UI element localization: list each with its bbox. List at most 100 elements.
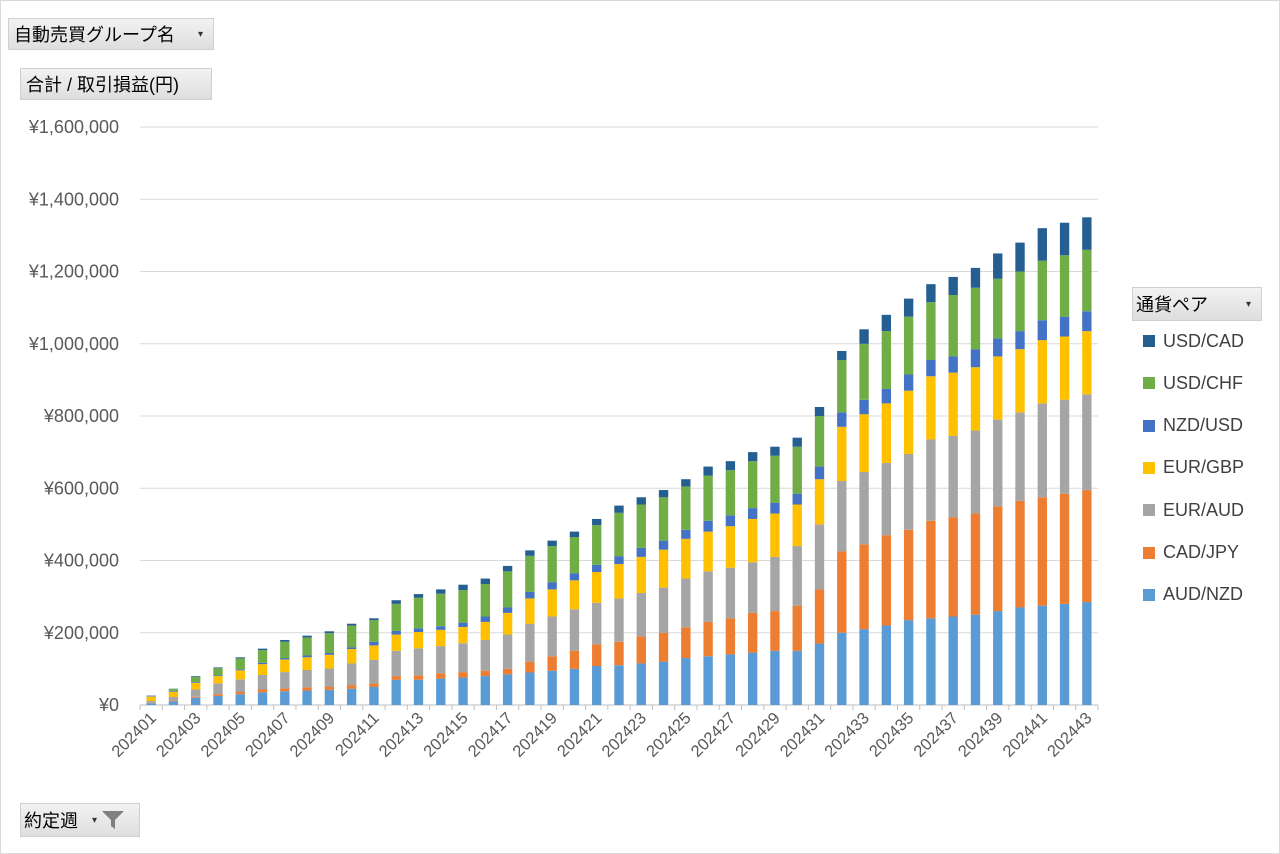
bar-segment-eur-aud[interactable] bbox=[681, 578, 691, 628]
bar-segment-usd-chf[interactable] bbox=[1037, 260, 1047, 321]
bar-segment-eur-aud[interactable] bbox=[970, 430, 981, 514]
bar-segment-nzd-usd[interactable] bbox=[213, 675, 223, 677]
bar-segment-aud-nzd[interactable] bbox=[324, 689, 335, 705]
bar-segment-eur-gbp[interactable] bbox=[525, 598, 535, 624]
bar-segment-usd-cad[interactable] bbox=[458, 584, 468, 591]
bar-segment-eur-gbp[interactable] bbox=[859, 414, 869, 472]
currency-pair-field-button[interactable]: 通貨ペア ▾ bbox=[1132, 287, 1262, 321]
bar-segment-eur-gbp[interactable] bbox=[480, 621, 491, 640]
bar-segment-usd-cad[interactable] bbox=[413, 594, 424, 598]
bar-segment-cad-jpy[interactable] bbox=[703, 621, 713, 657]
bar-segment-usd-cad[interactable] bbox=[324, 631, 335, 634]
bar-segment-aud-nzd[interactable] bbox=[903, 620, 914, 705]
bar-segment-usd-chf[interactable] bbox=[436, 593, 446, 627]
week-field-button[interactable]: 約定週 ▾ bbox=[20, 803, 140, 837]
bar-segment-cad-jpy[interactable] bbox=[1037, 497, 1047, 606]
bar-segment-eur-gbp[interactable] bbox=[770, 513, 780, 557]
bar-segment-cad-jpy[interactable] bbox=[525, 661, 535, 673]
bar-segment-cad-jpy[interactable] bbox=[592, 644, 602, 666]
bar-segment-cad-jpy[interactable] bbox=[191, 696, 201, 698]
bar-segment-usd-cad[interactable] bbox=[547, 540, 557, 547]
bar-segment-eur-aud[interactable] bbox=[168, 697, 179, 701]
bar-segment-eur-gbp[interactable] bbox=[681, 538, 691, 579]
bar-segment-nzd-usd[interactable] bbox=[926, 360, 936, 377]
bar-segment-aud-nzd[interactable] bbox=[346, 688, 357, 705]
bar-segment-eur-aud[interactable] bbox=[502, 634, 513, 669]
bar-segment-aud-nzd[interactable] bbox=[168, 701, 179, 705]
bar-segment-eur-gbp[interactable] bbox=[436, 629, 446, 647]
bar-segment-eur-gbp[interactable] bbox=[837, 426, 847, 482]
bar-segment-usd-cad[interactable] bbox=[747, 452, 758, 462]
bar-segment-cad-jpy[interactable] bbox=[168, 700, 179, 702]
bar-segment-nzd-usd[interactable] bbox=[346, 647, 357, 650]
bar-segment-aud-nzd[interactable] bbox=[280, 691, 290, 705]
bar-segment-cad-jpy[interactable] bbox=[1015, 500, 1025, 608]
bar-segment-usd-chf[interactable] bbox=[235, 658, 245, 670]
bar-segment-aud-nzd[interactable] bbox=[146, 703, 156, 705]
bar-segment-usd-cad[interactable] bbox=[658, 490, 669, 498]
bar-segment-usd-cad[interactable] bbox=[280, 639, 290, 642]
bar-segment-nzd-usd[interactable] bbox=[1037, 320, 1047, 341]
bar-segment-usd-chf[interactable] bbox=[881, 331, 892, 389]
bar-segment-usd-cad[interactable] bbox=[903, 298, 914, 317]
bar-segment-usd-cad[interactable] bbox=[346, 623, 357, 626]
bar-segment-cad-jpy[interactable] bbox=[636, 636, 646, 664]
bar-segment-usd-cad[interactable] bbox=[703, 466, 713, 476]
bar-segment-usd-cad[interactable] bbox=[302, 635, 312, 638]
bar-segment-usd-chf[interactable] bbox=[859, 343, 869, 400]
bar-segment-eur-aud[interactable] bbox=[703, 571, 713, 622]
bar-segment-eur-aud[interactable] bbox=[413, 648, 424, 676]
dropdown-arrow-icon[interactable]: ▾ bbox=[92, 814, 98, 826]
bar-segment-aud-nzd[interactable] bbox=[1059, 603, 1070, 705]
bar-segment-nzd-usd[interactable] bbox=[458, 622, 468, 627]
legend-item[interactable]: NZD/USD bbox=[1143, 415, 1243, 437]
bar-segment-usd-chf[interactable] bbox=[280, 641, 290, 659]
bar-segment-usd-cad[interactable] bbox=[814, 406, 825, 416]
bar-segment-nzd-usd[interactable] bbox=[881, 388, 892, 404]
bar-segment-eur-aud[interactable] bbox=[257, 675, 268, 690]
bar-segment-nzd-usd[interactable] bbox=[1082, 311, 1092, 332]
bar-segment-eur-aud[interactable] bbox=[592, 602, 602, 645]
bar-segment-cad-jpy[interactable] bbox=[369, 683, 379, 687]
bar-segment-eur-aud[interactable] bbox=[346, 663, 357, 686]
bar-segment-nzd-usd[interactable] bbox=[436, 626, 446, 630]
bar-segment-nzd-usd[interactable] bbox=[168, 690, 179, 692]
bar-segment-eur-aud[interactable] bbox=[458, 643, 468, 673]
value-field-button[interactable]: 合計 / 取引損益(円) bbox=[20, 68, 212, 100]
bar-segment-eur-gbp[interactable] bbox=[191, 682, 201, 690]
bar-segment-cad-jpy[interactable] bbox=[770, 611, 780, 651]
bar-segment-eur-gbp[interactable] bbox=[458, 626, 468, 644]
bar-segment-aud-nzd[interactable] bbox=[369, 686, 379, 705]
bar-segment-eur-gbp[interactable] bbox=[1015, 349, 1025, 413]
bar-segment-usd-cad[interactable] bbox=[881, 314, 892, 332]
bar-segment-eur-aud[interactable] bbox=[614, 598, 624, 642]
bar-segment-nzd-usd[interactable] bbox=[413, 628, 424, 633]
bar-segment-eur-gbp[interactable] bbox=[324, 654, 335, 669]
bar-segment-eur-gbp[interactable] bbox=[213, 676, 223, 684]
bar-segment-aud-nzd[interactable] bbox=[413, 679, 424, 705]
bar-segment-cad-jpy[interactable] bbox=[569, 650, 580, 669]
bar-segment-usd-chf[interactable] bbox=[926, 302, 936, 361]
bar-segment-usd-chf[interactable] bbox=[614, 512, 624, 557]
bar-segment-eur-gbp[interactable] bbox=[592, 572, 602, 603]
bar-segment-nzd-usd[interactable] bbox=[614, 556, 624, 565]
bar-segment-cad-jpy[interactable] bbox=[413, 675, 424, 680]
bar-segment-aud-nzd[interactable] bbox=[859, 629, 869, 705]
bar-segment-aud-nzd[interactable] bbox=[235, 694, 245, 705]
bar-segment-nzd-usd[interactable] bbox=[1059, 316, 1070, 337]
bar-segment-cad-jpy[interactable] bbox=[480, 670, 491, 677]
bar-segment-eur-gbp[interactable] bbox=[636, 556, 646, 594]
bar-segment-eur-aud[interactable] bbox=[1037, 403, 1047, 498]
legend-item[interactable]: AUD/NZD bbox=[1143, 584, 1243, 606]
bar-segment-usd-chf[interactable] bbox=[213, 668, 223, 676]
bar-segment-usd-chf[interactable] bbox=[703, 475, 713, 521]
bar-segment-eur-aud[interactable] bbox=[814, 524, 825, 590]
bar-segment-aud-nzd[interactable] bbox=[525, 672, 535, 705]
funnel-icon[interactable] bbox=[101, 809, 125, 831]
bar-segment-nzd-usd[interactable] bbox=[993, 338, 1003, 357]
bar-segment-eur-aud[interactable] bbox=[859, 471, 869, 545]
bar-segment-usd-cad[interactable] bbox=[592, 518, 602, 526]
bar-segment-usd-cad[interactable] bbox=[569, 531, 580, 538]
bar-segment-usd-cad[interactable] bbox=[213, 667, 223, 669]
bar-segment-usd-chf[interactable] bbox=[302, 637, 312, 656]
